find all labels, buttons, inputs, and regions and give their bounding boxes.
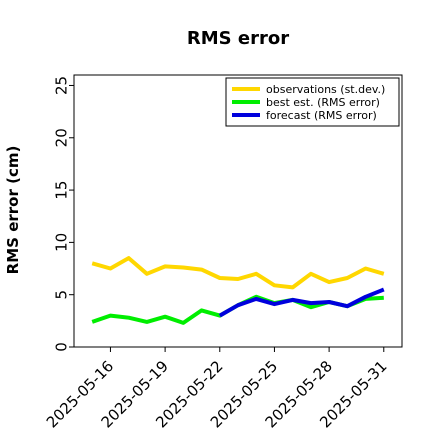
y-tick-label: 5 bbox=[52, 290, 70, 300]
legend-label-2: best est. (RMS error) bbox=[266, 96, 380, 109]
chart-title: RMS error bbox=[187, 28, 289, 49]
series-line-2 bbox=[91, 294, 384, 325]
series-line-1 bbox=[91, 256, 385, 290]
legend: observations (st.dev.)best est. (RMS err… bbox=[225, 77, 400, 127]
y-axis-label: RMS error (cm) bbox=[4, 146, 22, 275]
y-axis: 0 5 10 15 20 25 bbox=[52, 76, 74, 352]
y-tick-label: 10 bbox=[52, 233, 70, 252]
y-tick-label: 15 bbox=[52, 181, 70, 200]
y-tick-label: 0 bbox=[52, 342, 70, 352]
y-tick-label: 20 bbox=[52, 128, 70, 147]
legend-label-3: forecast (RMS error) bbox=[266, 109, 377, 122]
x-axis: 2025-05-162025-05-192025-05-222025-05-25… bbox=[43, 347, 391, 431]
legend-label-1: observations (st.dev.) bbox=[266, 83, 385, 96]
series-line-3 bbox=[218, 287, 385, 318]
plot-area bbox=[73, 74, 403, 348]
series-layer bbox=[91, 256, 385, 325]
y-tick-label: 25 bbox=[52, 76, 70, 95]
